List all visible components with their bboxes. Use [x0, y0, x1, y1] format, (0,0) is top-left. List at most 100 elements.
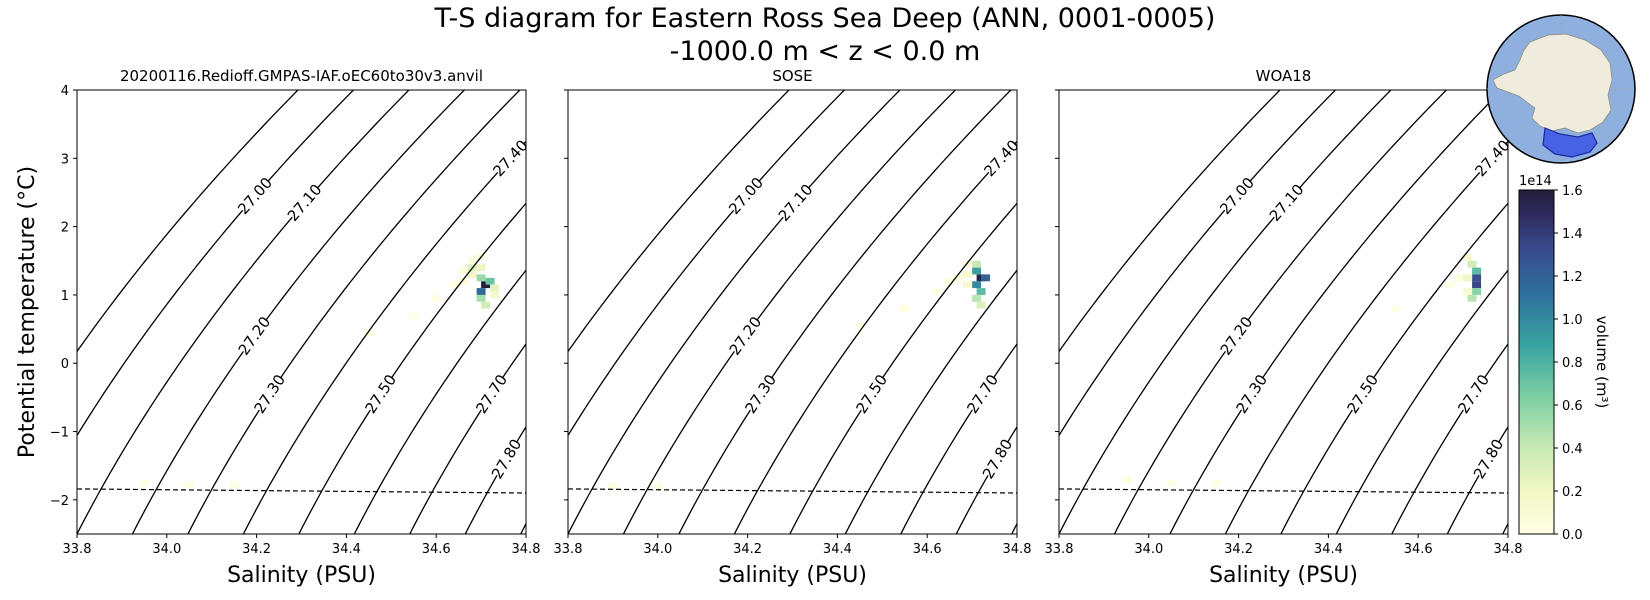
contour-label-bg: [236, 315, 273, 357]
contour-label: 27.50: [1343, 371, 1382, 417]
inset-map: [1486, 14, 1636, 164]
density-contour: [1059, 90, 1336, 437]
volume-cell: [467, 271, 477, 278]
contour-label-bg: [742, 373, 779, 415]
contour-label: 27.70: [1454, 371, 1493, 417]
colorbar-tick-label: 1.6: [1562, 184, 1583, 199]
volume-cell: [1463, 288, 1473, 295]
panel-title: WOA18: [1256, 67, 1312, 85]
density-contour: [77, 90, 410, 534]
volume-cell: [476, 264, 486, 272]
x-tick-label: 34.4: [823, 542, 852, 557]
volume-cell: [458, 277, 468, 285]
contour-label: 27.20: [235, 313, 275, 358]
contour-label: 27.20: [726, 313, 766, 358]
volume-cell: [954, 274, 964, 282]
panel-title: 20200116.Redioff.GMPAS-IAF.oEC60to30v3.a…: [120, 67, 483, 85]
x-tick-label: 34.0: [1134, 542, 1163, 557]
volume-cell: [1472, 281, 1482, 289]
contour-label-bg: [473, 373, 510, 415]
volume-cell: [139, 479, 149, 487]
contour-label: 27.70: [963, 371, 1002, 417]
density-contour: [1280, 202, 1508, 534]
volume-cell: [476, 274, 486, 282]
colorbar-tick-label: 1.4: [1562, 227, 1583, 242]
volume-cell: [972, 294, 982, 302]
contour-label-bg: [489, 437, 524, 480]
density-contour: [1169, 90, 1503, 534]
y-tick-label: −1: [50, 426, 69, 441]
contour-label-bg: [776, 182, 815, 223]
volume-cell: [855, 322, 865, 330]
density-contour: [568, 90, 901, 534]
contour-label: 27.30: [1232, 371, 1271, 417]
volume-cell: [1121, 475, 1131, 483]
y-tick-label: 4: [61, 84, 69, 99]
contour-label: 27.50: [852, 371, 891, 417]
volume-cell: [981, 274, 991, 282]
colorbar: 1e14 0.0 0.2 0.4 0.6 0.8 1.0 1.2 1.4 1.6 volume …: [1518, 174, 1611, 543]
panel-title: SOSE: [772, 67, 812, 85]
density-contour: [1113, 90, 1447, 534]
x-tick-label: 33.8: [1045, 542, 1074, 557]
density-contour: [1335, 269, 1508, 534]
density-contour: [576, 90, 908, 534]
density-contour: [187, 90, 521, 534]
axes-frame: [567, 89, 1018, 535]
contour-label: 27.70: [472, 371, 511, 417]
density-contour: [131, 90, 465, 534]
contour-label-bg: [726, 175, 766, 217]
colorbar-tick-label: 0.0: [1562, 528, 1583, 543]
contour-label: 27.50: [361, 371, 400, 417]
density-contour: [1011, 522, 1017, 534]
contour-label-bg: [982, 138, 1017, 179]
contour-label-bg: [362, 373, 399, 415]
x-tick-label: 34.8: [1494, 542, 1523, 557]
volume-cell: [184, 481, 194, 489]
contour-label-bg: [1218, 315, 1255, 357]
contour-label-bg: [1473, 138, 1508, 179]
contour-label: 27.30: [741, 371, 780, 417]
x-tick-label: 34.0: [152, 542, 181, 557]
contour-label-bg: [1217, 175, 1257, 217]
volume-cell: [1463, 274, 1473, 282]
inset-map-region: [1542, 127, 1598, 158]
density-contour: [298, 202, 526, 534]
volume-cell: [976, 288, 986, 295]
volume-cell: [485, 277, 495, 285]
contour-label: 27.00: [725, 174, 767, 218]
contour-label-bg: [1267, 182, 1306, 223]
colorbar-tick-label: 0.4: [1562, 442, 1583, 457]
contour-label-bg: [1455, 373, 1492, 415]
volume-cell: [972, 281, 982, 289]
density-contour: [353, 269, 526, 534]
volume-cell: [458, 267, 468, 275]
y-tick-label: 1: [61, 289, 69, 304]
volume-cell: [1391, 305, 1401, 312]
x-tick-label: 34.6: [913, 542, 942, 557]
x-tick-label: 33.8: [554, 542, 583, 557]
density-contour: [622, 90, 956, 534]
volume-cell: [976, 301, 986, 309]
density-contour: [409, 342, 526, 534]
colorbar-multiplier: 1e14: [1519, 174, 1552, 189]
density-contour: [1059, 90, 1281, 353]
contour-label-bg: [1344, 373, 1381, 415]
density-contour: [520, 522, 526, 534]
freezing-line: [568, 488, 1017, 494]
volume-cell: [1472, 274, 1482, 282]
x-axis-label: Salinity (PSU): [718, 563, 867, 588]
contour-label: 27.20: [1217, 313, 1257, 358]
colorbar-tick-label: 0.2: [1562, 485, 1583, 500]
density-contour: [568, 90, 790, 353]
volume-cell: [364, 329, 374, 336]
density-contour: [77, 90, 354, 437]
volume-cell: [1445, 281, 1455, 289]
contour-label-bg: [1471, 437, 1506, 480]
contour-label: 27.80: [488, 436, 525, 482]
colorbar-tick-label: 0.8: [1562, 356, 1583, 371]
